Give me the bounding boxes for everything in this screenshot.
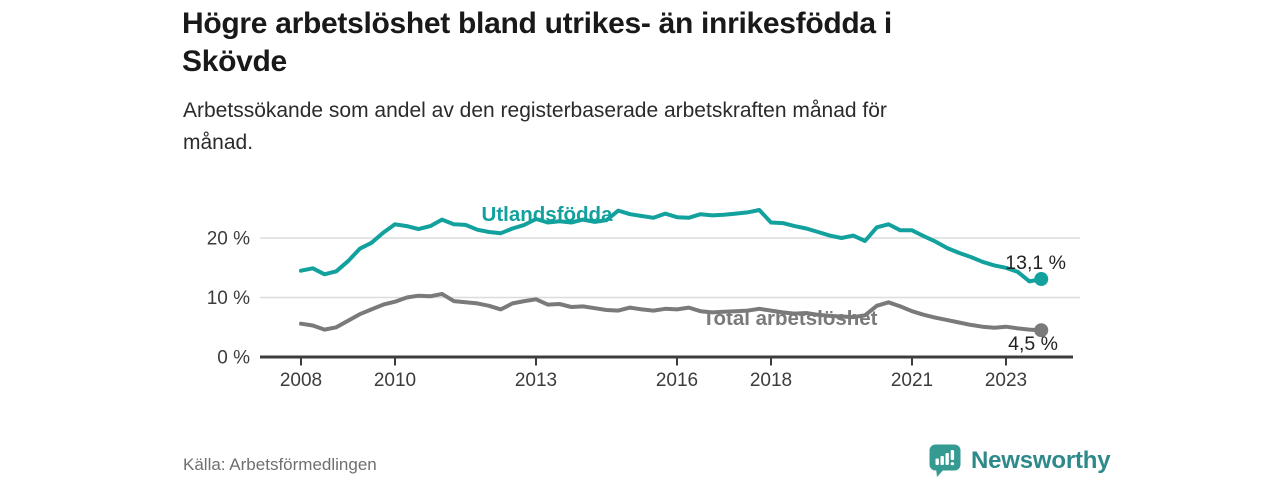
y-tick-label: 10 % (207, 288, 250, 309)
newsworthy-wordmark: Newsworthy (971, 446, 1111, 474)
logo-bar-2 (940, 456, 944, 465)
x-tick-label: 2021 (891, 370, 933, 391)
series-end-dot (1034, 323, 1049, 338)
logo-exclamation-icon (950, 450, 955, 460)
line-chart-svg: 0 % 10 % 20 % 2008 2010 2013 2016 2018 2021 2023 U… (207, 203, 1080, 391)
source-note: Källa: Arbetsförmedlingen (183, 455, 377, 474)
y-tick-label: 20 % (207, 229, 250, 250)
x-tick-label: 2016 (656, 370, 698, 391)
x-tick-label: 2008 (280, 370, 322, 391)
series-end-value: 13,1 % (1005, 252, 1066, 274)
x-tick-label: 2018 (750, 370, 792, 391)
newsworthy-logo-icon (929, 444, 961, 477)
x-tick-label: 2013 (515, 370, 557, 391)
logo-bar-3 (945, 453, 949, 465)
chart-title: Högre arbetslöshet bland utrikes- än inr… (182, 7, 892, 78)
y-tick-label: 0 % (217, 348, 250, 369)
series-line-utlandsfodda (299, 208, 1044, 284)
series-end-dot (1034, 272, 1049, 287)
logo-exclamation-dot (950, 462, 955, 466)
logo-bar-1 (935, 458, 939, 465)
series-line-total (299, 291, 1044, 333)
newsworthy-logo-link[interactable]: Newsworthy (928, 443, 1111, 478)
series-label: Total arbetslöshet (702, 307, 877, 330)
line-chart: 0 % 10 % 20 % 2008 2010 2013 2016 2018 2021 2023 U… (180, 180, 1100, 415)
x-tick-label: 2010 (374, 370, 416, 391)
chart-subtitle: Arbetssökande som andel av den registerb… (183, 99, 887, 154)
series-end-value: 4,5 % (1008, 333, 1058, 355)
series-label: Utlandsfödda (482, 203, 614, 226)
x-tick-label: 2023 (985, 370, 1027, 391)
